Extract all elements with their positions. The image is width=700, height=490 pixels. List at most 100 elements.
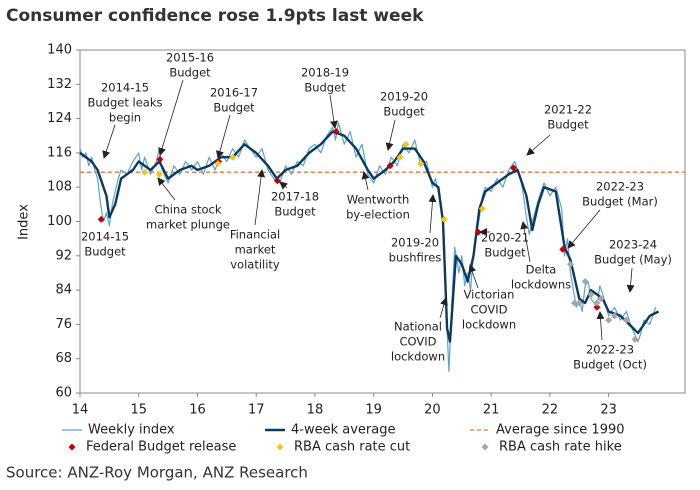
x-tick-label: 15 [130,403,147,418]
annotation: 2016-17 [210,86,258,100]
annotation: bushfires [389,251,442,265]
annotation: begin [109,111,141,125]
annotation: Budget (May) [594,253,672,267]
annotation: Budget (Oct) [573,358,647,372]
annotation-arrow [428,194,437,234]
annotation: 2022-23 [586,343,634,357]
annotation-arrow [102,124,116,159]
y-tick-label: 108 [47,180,72,195]
event-marker [273,177,281,185]
annotation-arrow [626,267,635,293]
event-marker [622,316,630,324]
y-tick-label: 116 [47,145,72,160]
event-marker [605,316,613,324]
annotation: Budget [383,105,425,119]
annotation-arrow [254,169,266,226]
annotation-arrow [158,79,184,156]
y-tick-label: 124 [47,111,72,126]
annotation-arrow [526,134,551,156]
y-tick-label: 132 [47,77,72,92]
annotation: Victorian [464,288,515,302]
annotation-arrow [520,221,531,263]
annotation-arrow [157,177,176,201]
annotation: Budget [169,66,211,80]
legend-label: Average since 1990 [496,423,625,438]
annotation-arrow [279,181,288,190]
y-axis-label: Index [17,204,32,240]
annotation: Budget (Mar) [582,195,658,209]
y-tick-label: 76 [55,317,72,332]
annotation: China stock [154,203,221,217]
annotation: 2015-16 [166,51,214,65]
annotation: market [235,243,276,257]
annotation: 2018-19 [301,66,349,80]
annotation-arrow [216,114,231,159]
annotation: lockdown [391,350,445,364]
event-marker [571,299,579,307]
event-marker [332,127,340,135]
annotation: Financial [230,228,280,242]
source: Source: ANZ-Roy Morgan, ANZ Research [6,464,308,482]
annotation: Budget [84,245,126,259]
legend-swatch [276,443,284,451]
event-marker [597,295,605,303]
annotation: Delta [526,263,557,277]
y-tick-label: 84 [55,283,72,298]
legend-swatch [481,443,489,451]
event-marker [141,168,149,176]
event-marker [559,245,567,253]
event-marker [611,312,619,320]
y-tick-label: 100 [47,214,72,229]
x-tick-label: 21 [483,403,500,418]
annotation: Budget [484,246,526,260]
event-marker [156,155,164,163]
y-tick-label: 68 [55,351,72,366]
event-marker [402,140,410,148]
event-marker [593,299,601,307]
legend-label: Weekly index [88,423,175,438]
event-marker [214,160,222,168]
annotation: 2014-15 [81,230,129,244]
x-tick-label: 19 [365,403,382,418]
x-tick-label: 14 [72,403,89,418]
event-marker [396,153,404,161]
annotation: National [394,320,442,334]
series-line [79,122,657,373]
annotation: lockdowns [511,278,571,292]
annotation: volatility [230,258,280,272]
y-tick-label: 60 [55,386,72,401]
event-marker [155,170,163,178]
legend-label: 4-week average [291,423,395,438]
annotation-arrow [567,209,601,249]
annotation: Wentworth [347,193,410,207]
annotation: by-election [346,208,410,222]
annotation: 2022-23 [596,180,644,194]
y-tick-label: 92 [55,248,72,263]
annotation-arrow [361,171,370,191]
annotation-arrow [329,94,338,129]
annotation: 2021-22 [544,103,592,117]
event-marker [581,278,589,286]
annotation-arrow [385,119,396,151]
annotation-arrow [596,311,605,341]
event-marker [417,160,425,168]
annotation: 2019-20 [391,236,439,250]
annotation: Budget [213,101,255,115]
annotation: 2019-20 [380,90,428,104]
chart-title: Consumer confidence rose 1.9pts last wee… [6,6,424,26]
x-tick-label: 22 [542,403,559,418]
legend-label: RBA cash rate hike [499,440,622,455]
event-marker [97,215,105,223]
annotation: Budget [304,81,346,95]
annotation: COVID [471,303,508,317]
annotation: COVID [400,335,437,349]
event-marker [386,162,394,170]
annotation: market plunge [146,218,230,232]
x-tick-label: 16 [189,403,206,418]
annotation: Budget [547,118,589,132]
annotation: 2014-15 [101,81,149,95]
annotation: Budget leaks [88,96,163,110]
y-tick-label: 140 [47,43,72,58]
x-tick-label: 17 [248,403,265,418]
